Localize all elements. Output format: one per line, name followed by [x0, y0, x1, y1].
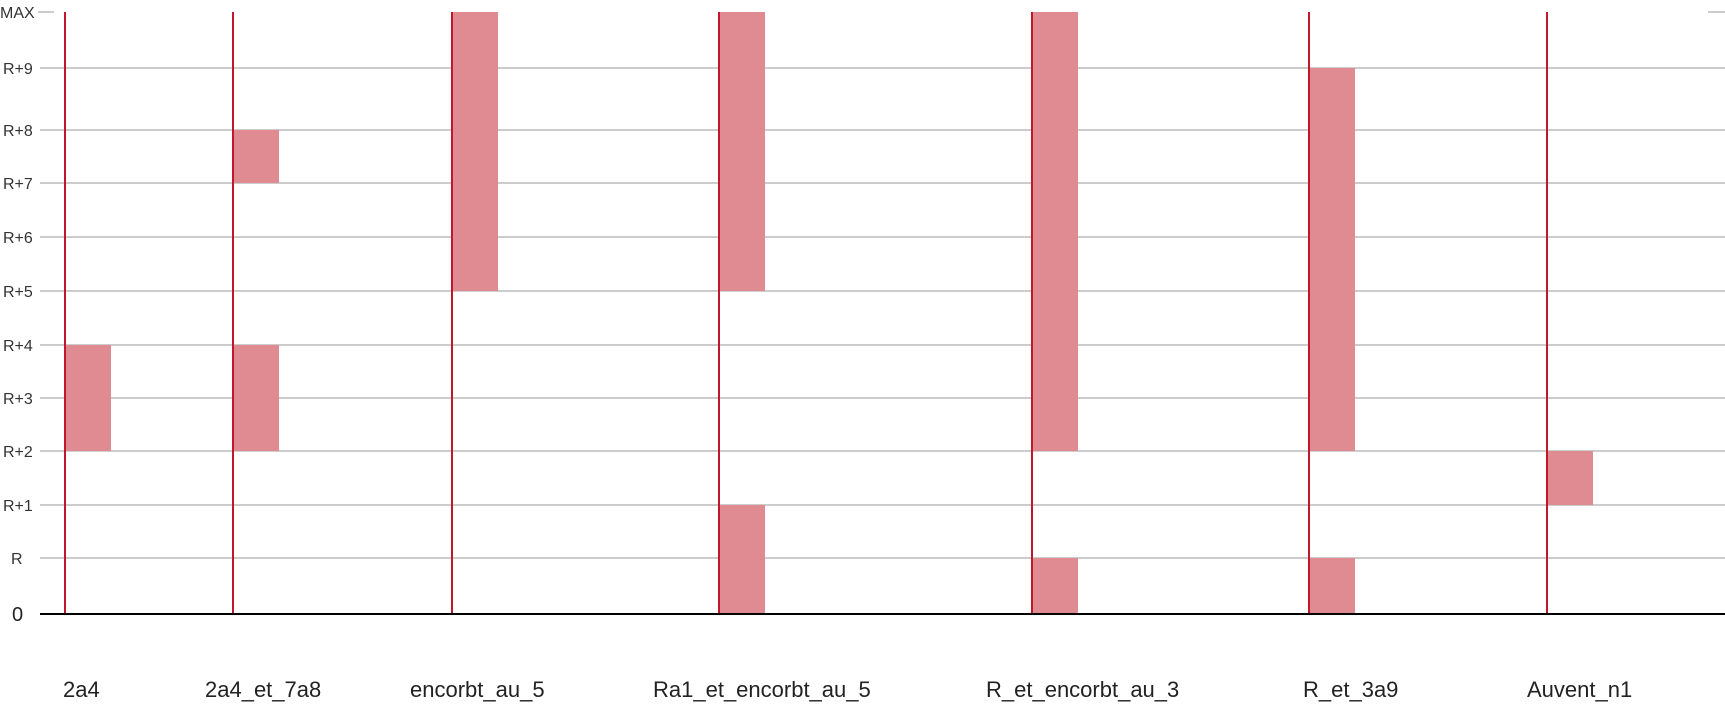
x-tick-label: 2a4_et_7a8	[205, 677, 321, 702]
range-bar	[65, 345, 111, 451]
category-markers	[64, 12, 1548, 614]
range-bar	[1309, 558, 1355, 614]
y-tick-label: MAX	[0, 5, 35, 22]
y-tick-label: R+5	[3, 284, 33, 301]
range-bar	[233, 345, 279, 451]
y-tick-label: R	[11, 551, 23, 568]
y-tick-label: R+2	[3, 444, 33, 461]
range-bar	[719, 12, 765, 291]
y-tick-label: R+1	[3, 498, 33, 515]
range-bar	[1032, 558, 1078, 614]
x-tick-label: Auvent_n1	[1527, 677, 1632, 702]
range-bar	[233, 130, 279, 183]
range-bar	[1309, 68, 1355, 451]
x-tick-label: R_et_3a9	[1303, 677, 1398, 702]
range-bar	[719, 505, 765, 614]
x-tick-label: 2a4	[63, 677, 100, 702]
y-tick-label: R+7	[3, 176, 33, 193]
x-tick-labels: 2a4 2a4_et_7a8 encorbt_au_5 Ra1_et_encorbt_…	[63, 677, 1632, 702]
x-tick-label: Ra1_et_encorbt_au_5	[653, 677, 871, 702]
y-tick-label: R+3	[3, 391, 33, 408]
grid-lines	[38, 11, 1725, 559]
range-bar	[1547, 451, 1593, 505]
x-tick-label: R_et_encorbt_au_3	[986, 677, 1179, 702]
range-bar	[452, 12, 498, 291]
y-tick-label: R+8	[3, 123, 33, 140]
x-tick-label: encorbt_au_5	[410, 677, 545, 702]
y-tick-label: R+9	[3, 61, 33, 78]
y-tick-label: R+6	[3, 230, 33, 247]
range-bar	[1032, 12, 1078, 451]
y-tick-label: R+4	[3, 338, 33, 355]
y-tick-labels: 0 R R+1 R+2 R+3 R+4 R+5 R+6 R+7 R+8 R+9 MAX	[0, 5, 35, 626]
y-tick-label: 0	[12, 604, 23, 626]
range-bars	[65, 12, 1593, 614]
